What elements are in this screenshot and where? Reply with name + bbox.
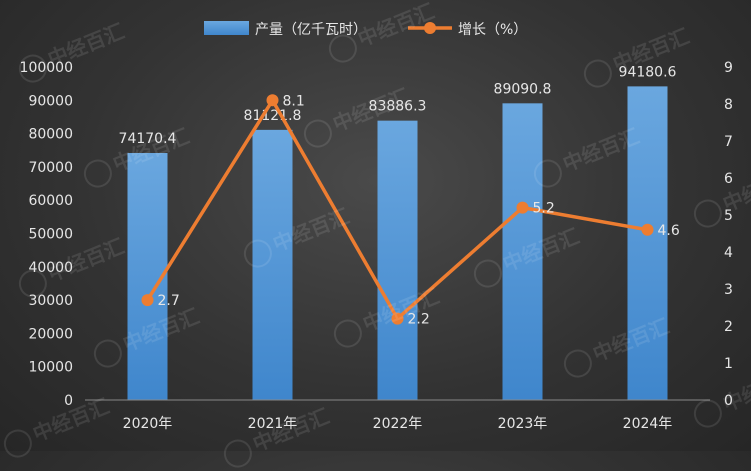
bar-data-label: 83886.3: [369, 99, 427, 115]
legend-bar-swatch: [204, 21, 249, 35]
line-data-label: 5.2: [533, 201, 555, 217]
bar: [502, 103, 543, 400]
bar-data-label: 74170.4: [119, 131, 177, 147]
right-axis-tick-label: 5: [724, 208, 733, 224]
line-data-label: 4.6: [658, 223, 680, 239]
line-data-label: 2.2: [408, 312, 430, 328]
right-axis-tick-label: 8: [724, 97, 733, 113]
line-point: [266, 94, 279, 107]
legend: 产量（亿千瓦时） 增长（%）: [204, 21, 527, 38]
right-axis-tick-label: 9: [724, 60, 733, 76]
x-axis-tick-label: 2023年: [498, 416, 548, 432]
right-axis-tick-label: 6: [724, 171, 733, 187]
left-axis-tick-label: 30000: [28, 293, 73, 309]
bar-data-label: 94180.6: [619, 64, 677, 80]
chart-svg: 产量（亿千瓦时） 增长（%） 0 10000 20000 30000 40000 50000…: [20, 21, 733, 432]
right-axis-tick-label: 1: [724, 356, 733, 372]
left-axis-tick-label: 50000: [28, 227, 73, 243]
right-axis-tick-label: 0: [724, 393, 733, 409]
left-axis: 0 10000 20000 30000 40000 50000 60000 70000 8000…: [20, 60, 73, 409]
chart: 产量（亿千瓦时） 增长（%） 0 10000 20000 30000 40000 50000…: [0, 21, 733, 471]
left-axis-tick-label: 100000: [20, 60, 73, 76]
right-axis-tick-label: 3: [724, 282, 733, 298]
left-axis-tick-label: 0: [64, 393, 73, 409]
line-point: [516, 201, 529, 214]
line-data-label: 2.7: [158, 293, 180, 309]
right-axis-tick-label: 2: [724, 319, 733, 335]
right-axis-tick-label: 4: [724, 245, 733, 261]
x-axis-tick-label: 2024年: [623, 416, 673, 432]
left-axis-tick-label: 70000: [28, 160, 73, 176]
right-axis-tick-label: 7: [724, 134, 733, 150]
x-axis: 2020年 2021年 2022年 2023年 2024年: [85, 399, 710, 432]
line-point: [141, 294, 154, 307]
right-axis: 0 1 2 3 4 5 6 7 8 9: [724, 60, 733, 409]
x-axis-tick-label: 2022年: [373, 416, 423, 432]
line-point: [391, 312, 404, 325]
bar-series: [127, 86, 668, 400]
line-data-labels: 2.7 8.1 2.2 5.2 4.6: [158, 93, 680, 327]
legend-bar-label: 产量（亿千瓦时）: [255, 22, 367, 38]
bar: [627, 86, 668, 400]
line-series: [141, 94, 654, 325]
bar: [377, 120, 418, 400]
left-axis-tick-label: 90000: [28, 93, 73, 109]
left-axis-tick-label: 10000: [28, 360, 73, 376]
left-axis-tick-label: 20000: [28, 326, 73, 342]
legend-line-marker: [424, 22, 436, 34]
x-axis-tick-label: 2021年: [248, 416, 298, 432]
left-axis-tick-label: 80000: [28, 127, 73, 143]
bar-data-label: 81121.8: [244, 108, 302, 124]
left-axis-tick-label: 60000: [28, 193, 73, 209]
left-axis-tick-label: 40000: [28, 260, 73, 276]
bar-data-labels: 74170.4 81121.8 83886.3 89090.8 94180.6: [119, 64, 677, 147]
bar-data-label: 89090.8: [494, 81, 552, 97]
legend-line-label: 增长（%）: [458, 22, 527, 38]
bar: [252, 129, 293, 400]
x-axis-tick-label: 2020年: [123, 416, 173, 432]
line-point: [641, 223, 654, 236]
line-data-label: 8.1: [283, 93, 305, 109]
